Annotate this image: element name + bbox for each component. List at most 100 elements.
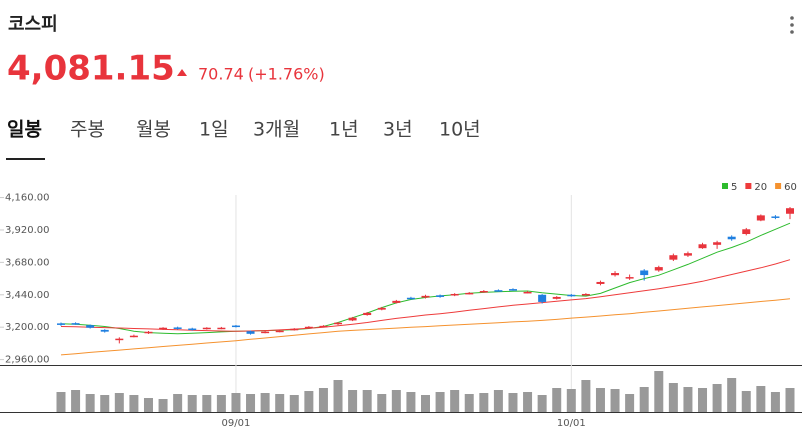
candle-body [494,290,503,292]
candle-body [611,273,620,276]
moving-average-line [60,259,791,332]
tab[interactable]: 1년 [329,119,359,141]
candle-body [640,270,649,276]
volume-bar [289,395,299,412]
candle-body [392,300,401,303]
volume-bar [595,388,605,412]
tab[interactable]: 3개월 [253,119,300,141]
volume-bar [581,380,591,412]
volume-bar [479,393,489,412]
candle-body [348,317,357,321]
x-tick-label: 10/01 [557,418,586,429]
candle-body [523,291,532,294]
volume-bar [246,394,256,412]
volume-bar [304,391,314,412]
tab[interactable]: 월봉 [136,119,171,141]
volume-bar [639,387,649,412]
volume-bar [698,388,708,412]
candle-body [231,325,240,328]
change-percent: (+1.76%) [248,65,325,84]
tab[interactable]: 일봉 [7,119,42,141]
candle-body [304,326,313,329]
volume-bar [56,392,66,412]
candle-body [669,255,678,260]
chart: 4,160.00 3,920.00 3,680.00 3,440.00 3,200.00… [0,182,802,429]
tabs: 일봉 주봉 월봉 1일 3개월 1년 3년 10년 [7,119,481,141]
candle-body [421,295,430,298]
volume-bar [785,388,795,412]
volume-bar [683,387,693,412]
volume-bar [537,395,547,412]
y-tick-label: 3,680.00 [5,257,50,268]
candle-body [683,253,692,256]
candle-body [508,289,517,291]
volume-bar [187,395,197,412]
candle-body [479,291,488,293]
up-arrow [177,69,187,76]
candle-body [567,294,576,297]
y-tick-label: 2,960.00 [5,355,50,366]
tab[interactable]: 1일 [199,119,229,141]
volume-bar [654,371,664,412]
candle-body [86,325,95,328]
legend-label: 20 [754,182,767,193]
candle-body [159,327,168,330]
volume-bar [566,389,576,412]
volume-bar [508,393,518,412]
volume-bar [173,394,183,412]
candle-body [246,331,255,334]
volume-bar [450,390,460,412]
volume-bar [216,395,226,412]
candle-body [188,328,197,331]
candle-body [538,294,547,302]
candle-body [756,215,765,221]
candle-body [129,335,138,338]
candle-body [202,327,211,330]
tab[interactable]: 주봉 [70,119,105,141]
change: 70.74 [198,65,244,84]
volume-bar [129,395,139,412]
legend-swatch [775,183,782,189]
tab[interactable]: 10년 [439,119,481,141]
volume-bar [770,392,780,412]
candle-body [261,331,270,334]
candle-body [71,323,80,325]
candle-body [173,327,182,329]
x-tick-label: 09/01 [222,418,251,429]
candle-body [552,296,561,299]
y-tick-label: 3,920.00 [5,225,50,236]
volume-bar [756,386,766,412]
moving-average-line [60,222,791,335]
volume-bar [202,395,212,412]
candle-body [363,312,372,316]
tab[interactable]: 3년 [383,119,413,141]
volume-bar [333,380,343,412]
volume-bar [712,384,722,412]
volume-bar [114,393,124,412]
candle-body [465,292,474,295]
volume-bar [493,390,503,412]
candle-body [144,331,153,334]
legend-label: 60 [784,182,797,193]
candle-body [625,277,634,279]
y-tick-label: 3,200.00 [5,322,50,333]
candle-body [217,327,226,330]
moving-average-line [60,298,791,356]
legend-swatch [722,183,728,189]
candle-body [654,267,663,271]
volume-bar [362,390,372,412]
volume-bar [318,388,328,412]
volume-bar [727,378,737,412]
candle-body [406,297,415,300]
volume-bar [231,393,241,412]
candle-body [436,295,445,297]
volume-bar [523,392,533,412]
menu-button[interactable] [790,16,794,34]
candle-body [115,338,124,341]
volume-bar [610,389,620,412]
candle-body [727,236,736,240]
candle-body [742,229,751,235]
volume-bar [260,393,270,412]
candle-body [581,293,590,296]
